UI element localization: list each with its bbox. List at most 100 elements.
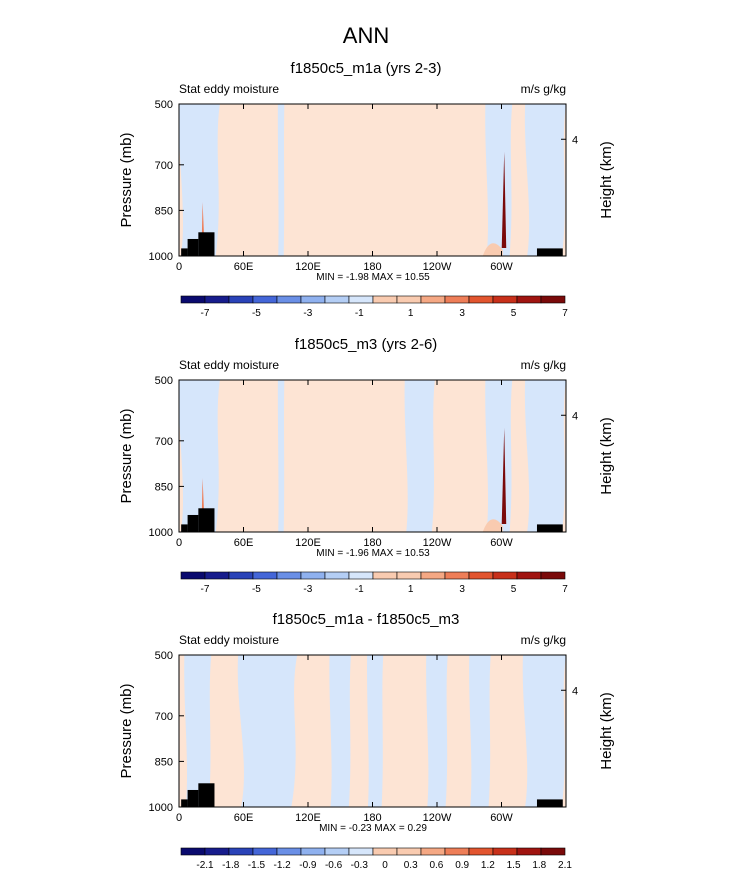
field-negative-region <box>522 655 566 807</box>
y-tick-label: 700 <box>155 711 173 723</box>
colorbar-label: 7 <box>562 584 568 595</box>
right-axis-tick-label: 4 <box>572 134 578 146</box>
colorbar-segment <box>516 571 542 580</box>
figure-title: ANN <box>343 23 389 48</box>
y-tick-label: 500 <box>155 650 173 662</box>
y-tick-label: 700 <box>155 436 173 448</box>
colorbar-label: -0.9 <box>299 860 317 871</box>
y-tick-label: 850 <box>155 756 173 768</box>
field-warm-patch <box>482 243 503 256</box>
field-negative-region <box>404 380 435 532</box>
y-tick-label: 850 <box>155 481 173 493</box>
topography <box>187 238 199 256</box>
x-tick-label: 120E <box>295 261 321 273</box>
colorbar-label: -0.3 <box>351 860 369 871</box>
colorbar-segment <box>300 295 326 304</box>
colorbar-label: -1.2 <box>274 860 292 871</box>
colorbar-segment <box>492 847 518 856</box>
colorbar-segment <box>204 295 230 304</box>
colorbar-segment <box>300 847 326 856</box>
topography <box>187 789 199 807</box>
field-negative-region <box>178 380 220 532</box>
colorbar-label: -1.8 <box>222 860 240 871</box>
topography <box>198 783 215 807</box>
field-negative-region <box>524 380 566 532</box>
panel-title: f1850c5_m1a - f1850c5_m3 <box>273 611 460 628</box>
colorbar-segment <box>228 571 254 580</box>
colorbar-segment <box>540 571 566 580</box>
colorbar-label: -5 <box>252 308 261 319</box>
field-negative-region <box>469 655 491 807</box>
colorbar-segment <box>276 571 302 580</box>
colorbar-label: 3 <box>459 308 465 319</box>
colorbar-segment <box>252 295 278 304</box>
x-tick-label: 120W <box>423 261 452 273</box>
colorbar-label: -2.1 <box>196 860 214 871</box>
colorbar-segment <box>228 295 254 304</box>
topography <box>198 508 215 532</box>
x-tick-label: 0 <box>176 537 182 549</box>
colorbar-segment <box>468 571 494 580</box>
colorbar-segment <box>252 571 278 580</box>
colorbar-label: -7 <box>201 584 210 595</box>
x-tick-label: 120E <box>295 537 321 549</box>
x-tick-label: 120E <box>295 812 321 824</box>
colorbar-label: 0 <box>382 860 388 871</box>
panel-units-label: m/s g/kg <box>521 82 566 96</box>
y-tick-label: 700 <box>155 160 173 172</box>
topography <box>187 514 199 532</box>
right-axis-title: Height (km) <box>598 141 615 219</box>
panel-units-label: m/s g/kg <box>521 633 566 647</box>
colorbar-segment <box>348 295 374 304</box>
colorbar-segment <box>396 847 422 856</box>
colorbar-label: 1.2 <box>481 860 495 871</box>
colorbar-label: 1 <box>408 584 414 595</box>
topography <box>181 248 188 256</box>
colorbar-label: -3 <box>303 584 312 595</box>
topography <box>198 232 215 256</box>
field-negative-region <box>426 655 448 807</box>
colorbar-segment <box>276 847 302 856</box>
colorbar-segment <box>372 571 398 580</box>
y-tick-label: 850 <box>155 205 173 217</box>
field-negative-region <box>237 655 298 807</box>
colorbar-segment <box>300 571 326 580</box>
colorbar-segment <box>420 847 446 856</box>
colorbar-segment <box>372 847 398 856</box>
panel-3: f1850c5_m1a - f1850c5_m3 Stat eddy moistu… <box>118 611 615 871</box>
field-max-plume <box>501 152 507 248</box>
y-axis-title: Pressure (mb) <box>118 408 135 503</box>
colorbar-segment <box>324 847 350 856</box>
topography <box>536 248 563 256</box>
y-axis-title: Pressure (mb) <box>118 683 135 778</box>
x-tick-label: 60W <box>490 812 513 824</box>
colorbar-label: 0.9 <box>455 860 469 871</box>
colorbar-segment <box>516 295 542 304</box>
y-tick-label: 1000 <box>149 802 173 814</box>
colorbar-label: -1.5 <box>248 860 266 871</box>
x-tick-label: 0 <box>176 261 182 273</box>
colorbar-segment <box>324 295 350 304</box>
colorbar-segment <box>324 571 350 580</box>
field-negative-region <box>485 380 513 532</box>
colorbar-segment <box>468 847 494 856</box>
x-tick-label: 180 <box>363 812 381 824</box>
colorbar-label: -3 <box>303 308 312 319</box>
y-tick-label: 1000 <box>149 251 173 263</box>
y-tick-label: 1000 <box>149 527 173 539</box>
panel-title: f1850c5_m1a (yrs 2-3) <box>291 60 442 77</box>
field-warm-patch <box>482 519 503 532</box>
colorbar-segment <box>276 295 302 304</box>
panel-left-label: Stat eddy moisture <box>179 358 279 372</box>
x-tick-label: 60E <box>234 261 254 273</box>
colorbar-label: 2.1 <box>558 860 572 871</box>
colorbar-label: 0.6 <box>429 860 443 871</box>
panel-title: f1850c5_m3 (yrs 2-6) <box>295 336 438 353</box>
colorbar-segment <box>228 847 254 856</box>
colorbar-label: 7 <box>562 308 568 319</box>
y-axis-title: Pressure (mb) <box>118 132 135 227</box>
x-tick-label: 60E <box>234 537 254 549</box>
panel-1: f1850c5_m1a (yrs 2-3) Stat eddy moisture m… <box>118 60 615 319</box>
x-tick-label: 180 <box>363 537 381 549</box>
